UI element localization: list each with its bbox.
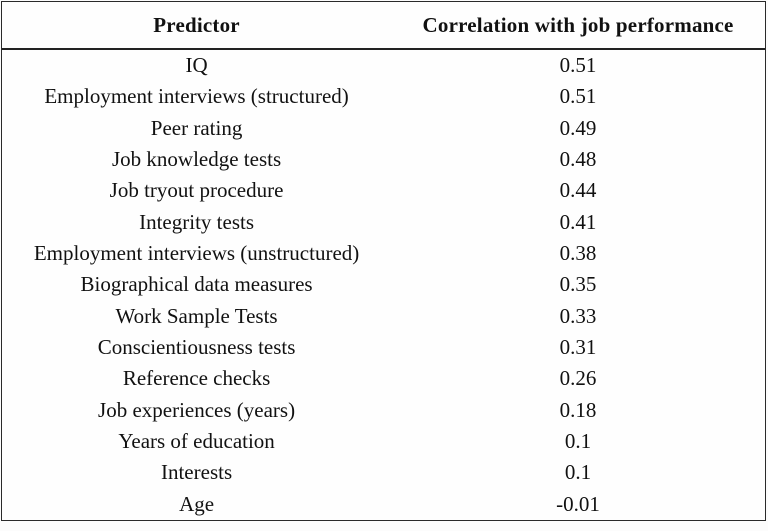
predictor-cell: Reference checks — [122, 366, 271, 391]
predictor-cell: Integrity tests — [139, 209, 255, 234]
correlation-cell: 0.41 — [559, 209, 597, 234]
predictor-cell: Age — [179, 491, 215, 516]
predictor-cell: Interests — [160, 460, 233, 485]
table-body: IQ 0.51 Employment interviews (structure… — [2, 50, 765, 520]
table-row: Reference checks 0.26 — [2, 363, 765, 394]
predictor-cell: Job tryout procedure — [109, 178, 284, 203]
correlation-cell: 0.49 — [559, 115, 597, 140]
correlation-cell: 0.44 — [559, 178, 597, 203]
predictor-cell: Job experiences (years) — [98, 397, 296, 422]
table-row: Job knowledge tests 0.48 — [2, 144, 765, 175]
column-header-correlation: Correlation with job performance — [422, 12, 734, 37]
column-header-predictor: Predictor — [153, 12, 240, 37]
correlation-cell: 0.1 — [564, 429, 592, 454]
predictor-cell: Employment interviews (structured) — [44, 84, 349, 109]
predictor-cell: Biographical data measures — [80, 272, 313, 297]
table-row: Work Sample Tests 0.33 — [2, 301, 765, 332]
table-row: IQ 0.51 — [2, 50, 765, 81]
table-row: Integrity tests 0.41 — [2, 207, 765, 238]
table-row: Peer rating 0.49 — [2, 113, 765, 144]
predictor-cell: Peer rating — [150, 115, 243, 140]
correlation-cell: 0.48 — [559, 147, 597, 172]
correlation-cell: 0.51 — [559, 84, 597, 109]
correlation-cell: 0.33 — [559, 303, 597, 328]
table-row: Conscientiousness tests 0.31 — [2, 332, 765, 363]
predictor-cell: IQ — [185, 53, 208, 78]
predictor-correlation-table: Predictor Correlation with job performan… — [1, 1, 766, 521]
table-row: Years of education 0.1 — [2, 426, 765, 457]
table-row: Job tryout procedure 0.44 — [2, 175, 765, 206]
predictor-cell: Conscientiousness tests — [97, 335, 296, 360]
correlation-cell: -0.01 — [556, 491, 600, 516]
predictor-cell: Job knowledge tests — [111, 147, 282, 172]
table-row: Employment interviews (unstructured) 0.3… — [2, 238, 765, 269]
table-row: Age -0.01 — [2, 489, 765, 520]
table-row: Interests 0.1 — [2, 457, 765, 488]
predictor-cell: Employment interviews (unstructured) — [33, 241, 360, 266]
correlation-cell: 0.31 — [559, 335, 597, 360]
correlation-cell: 0.35 — [559, 272, 597, 297]
correlation-cell: 0.18 — [559, 397, 597, 422]
predictor-cell: Work Sample Tests — [115, 303, 278, 328]
predictor-cell: Years of education — [118, 429, 275, 454]
table-row: Biographical data measures 0.35 — [2, 269, 765, 300]
correlation-cell: 0.38 — [559, 241, 597, 266]
table-header-row: Predictor Correlation with job performan… — [2, 2, 765, 50]
correlation-cell: 0.26 — [559, 366, 597, 391]
table-row: Job experiences (years) 0.18 — [2, 395, 765, 426]
correlation-cell: 0.1 — [564, 460, 592, 485]
table-row: Employment interviews (structured) 0.51 — [2, 81, 765, 112]
correlation-cell: 0.51 — [559, 53, 597, 78]
